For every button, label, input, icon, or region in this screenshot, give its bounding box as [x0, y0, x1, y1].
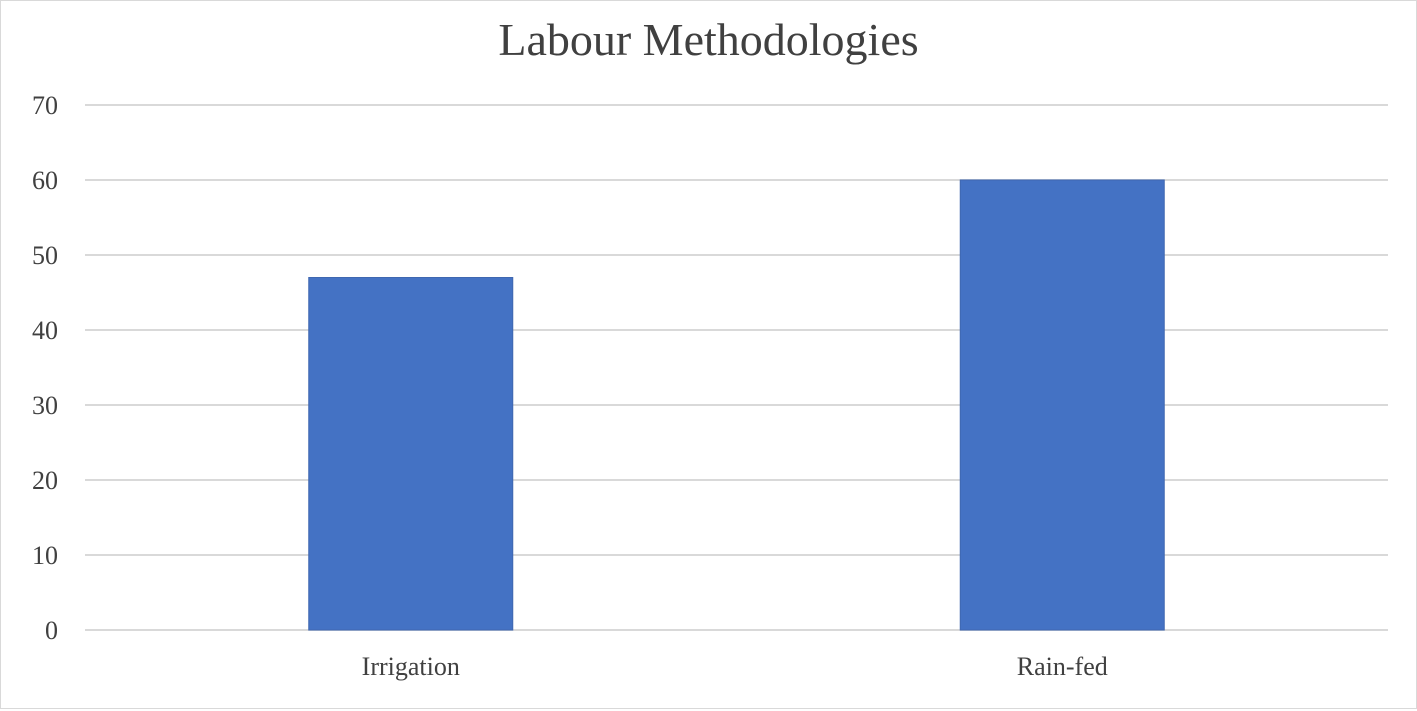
y-tick-label: 40 — [32, 316, 58, 345]
y-tick-label: 70 — [32, 91, 58, 120]
y-tick-label: 60 — [32, 166, 58, 195]
grid-lines — [85, 104, 1388, 631]
y-tick-label: 10 — [32, 541, 58, 570]
y-tick-label: 0 — [45, 616, 58, 645]
bar-irrigation — [308, 277, 514, 631]
y-axis-tick-labels: 0 10 20 30 40 50 60 70 — [32, 91, 58, 645]
bars — [308, 179, 1165, 631]
bar-rain-fed — [959, 179, 1165, 631]
y-tick-label: 30 — [32, 391, 58, 420]
x-axis-tick-labels: Irrigation Rain-fed — [362, 652, 1108, 681]
x-tick-label: Rain-fed — [1017, 652, 1108, 681]
x-tick-label: Irrigation — [362, 652, 460, 681]
y-tick-label: 50 — [32, 241, 58, 270]
chart-title: Labour Methodologies — [498, 14, 919, 65]
y-tick-label: 20 — [32, 466, 58, 495]
